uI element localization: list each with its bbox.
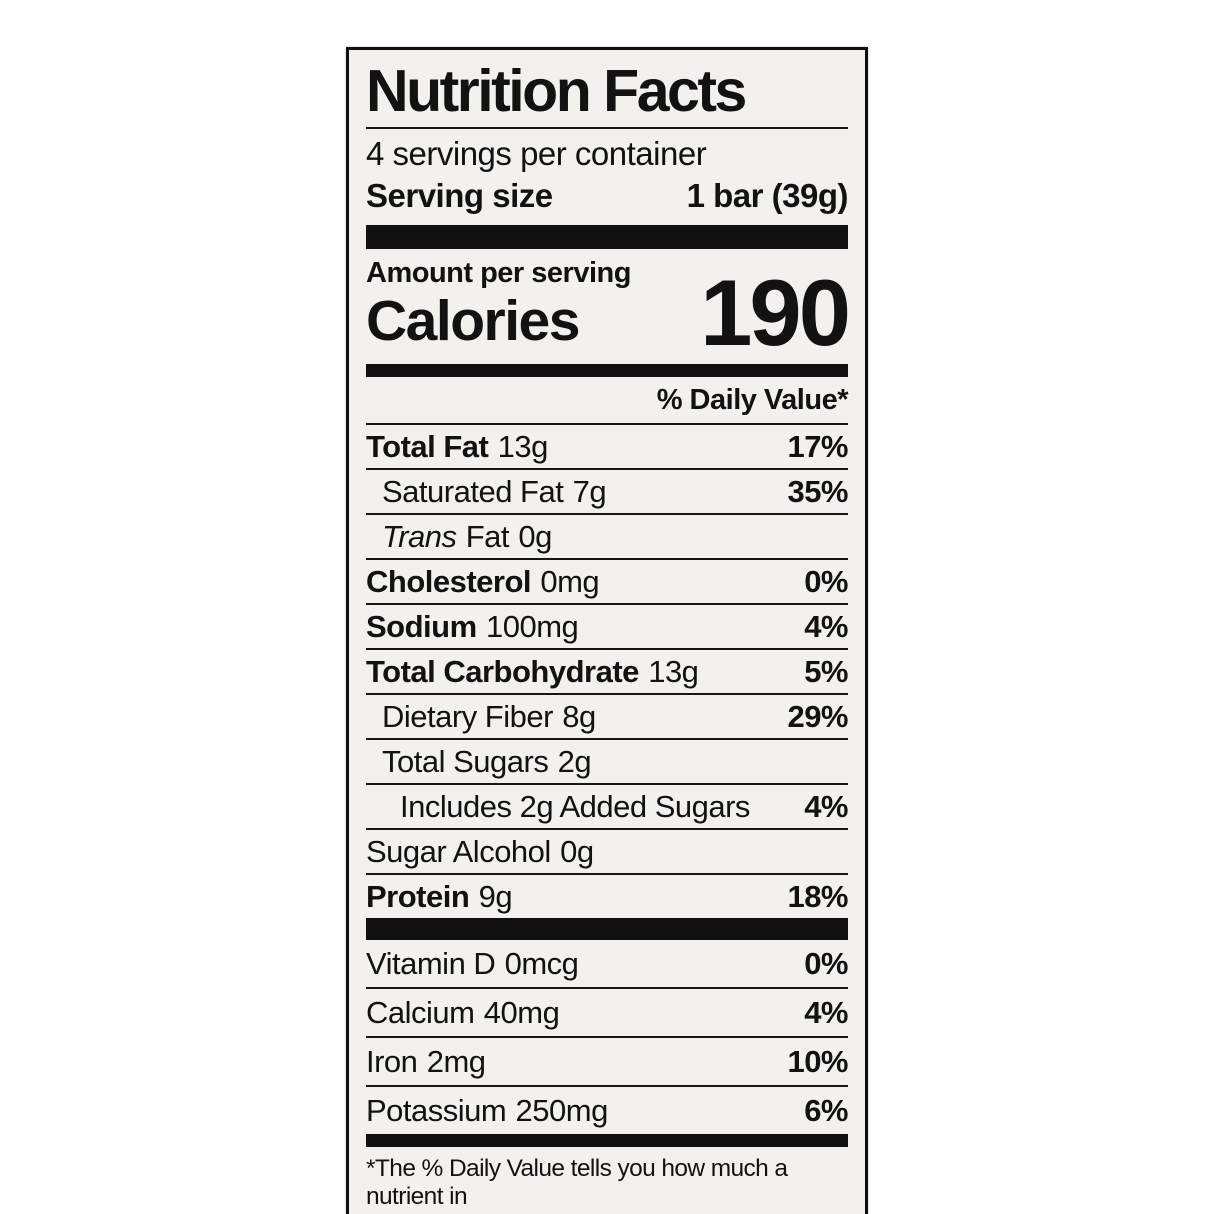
- nutrient-dv: 4%: [804, 789, 848, 824]
- nutrient-name: Saturated Fat: [382, 474, 564, 509]
- vitamin-amount: 2mg: [426, 1044, 486, 1079]
- medium-divider-bar: [366, 364, 848, 377]
- nutrient-name: Total Sugars: [382, 744, 549, 779]
- vitamin-row-potassium: Potassium 250mg 6%: [366, 1087, 848, 1134]
- nutrient-amount: 7g: [572, 474, 607, 509]
- nutrient-row-cholesterol: Cholesterol 0mg 0%: [366, 560, 848, 605]
- nutrient-dv: 0%: [804, 564, 848, 599]
- nutrient-dv: 5%: [804, 654, 848, 689]
- medium-divider-bar: [366, 1134, 848, 1147]
- nutrient-amount: 0g: [518, 519, 552, 554]
- serving-size-label: Serving size: [366, 177, 553, 214]
- vitamin-row-vitamin-d: Vitamin D 0mcg 0%: [366, 940, 848, 989]
- nutrient-name: Dietary Fiber: [382, 699, 553, 734]
- vitamin-row-calcium: Calcium 40mg 4%: [366, 989, 848, 1038]
- nutrient-dv: 18%: [787, 879, 848, 914]
- label-title: Nutrition Facts: [366, 58, 747, 124]
- nutrient-name: Fat: [465, 519, 510, 554]
- vitamin-row-iron: Iron 2mg 10%: [366, 1038, 848, 1087]
- nutrient-row-protein: Protein 9g 18%: [366, 875, 848, 918]
- nutrient-row-total-fat: Total Fat 13g 17%: [366, 425, 848, 470]
- calories-value: 190: [700, 260, 851, 365]
- nutrient-name-italic: Trans: [382, 519, 457, 554]
- serving-size-row: Serving size 1 bar (39g): [366, 176, 849, 216]
- nutrient-dv: 29%: [787, 699, 848, 734]
- nutrient-amount: 8g: [562, 699, 596, 734]
- nutrient-row-sugar-alcohol: Sugar Alcohol 0g: [366, 830, 848, 875]
- nutrient-row-trans-fat: Trans Fat 0g: [366, 515, 848, 560]
- thick-divider-bar: [366, 225, 848, 249]
- nutrient-row-added-sugars: Includes 2g Added Sugars 4%: [366, 785, 848, 830]
- vitamin-amount: 0mcg: [504, 946, 579, 981]
- calories-section: Amount per serving Calories 190: [366, 256, 851, 360]
- nutrient-name: Includes 2g Added Sugars: [400, 789, 750, 824]
- daily-value-footnote: *The % Daily Value tells you how much a …: [366, 1155, 848, 1214]
- vitamin-dv: 10%: [787, 1044, 848, 1079]
- nutrient-name: Total Carbohydrate: [366, 654, 639, 689]
- vitamin-amount: 40mg: [483, 995, 560, 1030]
- nutrient-name: Protein: [366, 879, 470, 914]
- calories-label: Calories: [366, 289, 580, 353]
- nutrient-name: Sugar Alcohol: [366, 834, 551, 869]
- nutrient-dv: 35%: [787, 474, 848, 509]
- nutrient-name: Total Fat: [366, 429, 489, 464]
- nutrient-amount: 100mg: [485, 609, 579, 644]
- nutrient-row-dietary-fiber: Dietary Fiber 8g 29%: [366, 695, 848, 740]
- vitamin-amount: 250mg: [515, 1093, 609, 1128]
- vitamin-name: Iron: [366, 1044, 418, 1079]
- servings-per-container: 4 servings per container: [366, 135, 707, 172]
- nutrient-amount: 9g: [478, 879, 513, 914]
- nutrient-amount: 0g: [560, 834, 594, 869]
- nutrient-dv: 4%: [804, 609, 848, 644]
- footnote-line: *The % Daily Value tells you how much a …: [366, 1155, 788, 1210]
- nutrient-amount: 13g: [648, 654, 699, 689]
- vitamin-dv: 6%: [804, 1093, 848, 1128]
- nutrient-row-sodium: Sodium 100mg 4%: [366, 605, 848, 650]
- nutrient-amount: 0mg: [540, 564, 600, 599]
- nutrient-amount: 2g: [557, 744, 592, 779]
- nutrient-dv: 17%: [787, 429, 848, 464]
- vitamin-name: Vitamin D: [366, 946, 496, 981]
- vitamin-name: Potassium: [366, 1093, 507, 1128]
- thick-divider-bar: [366, 918, 848, 940]
- vitamin-dv: 0%: [804, 946, 848, 981]
- title-divider: [366, 127, 848, 129]
- vitamin-dv: 4%: [804, 995, 848, 1030]
- nutrient-row-total-carbohydrate: Total Carbohydrate 13g 5%: [366, 650, 848, 695]
- footnote-line: a serving of food contributes to a daily…: [366, 1211, 848, 1214]
- daily-value-header: % Daily Value*: [366, 377, 849, 425]
- amount-per-serving-label: Amount per serving: [366, 257, 631, 289]
- nutrient-row-total-sugars: Total Sugars 2g: [366, 740, 848, 785]
- nutrient-amount: 13g: [497, 429, 549, 464]
- nutrition-facts-label: Nutrition Facts 4 servings per container…: [346, 47, 868, 1214]
- nutrient-name: Sodium: [366, 609, 477, 644]
- nutrient-name: Cholesterol: [366, 564, 532, 599]
- nutrient-row-saturated-fat: Saturated Fat 7g 35%: [366, 470, 848, 515]
- serving-size-value: 1 bar (39g): [686, 177, 849, 214]
- vitamin-name: Calcium: [366, 995, 475, 1030]
